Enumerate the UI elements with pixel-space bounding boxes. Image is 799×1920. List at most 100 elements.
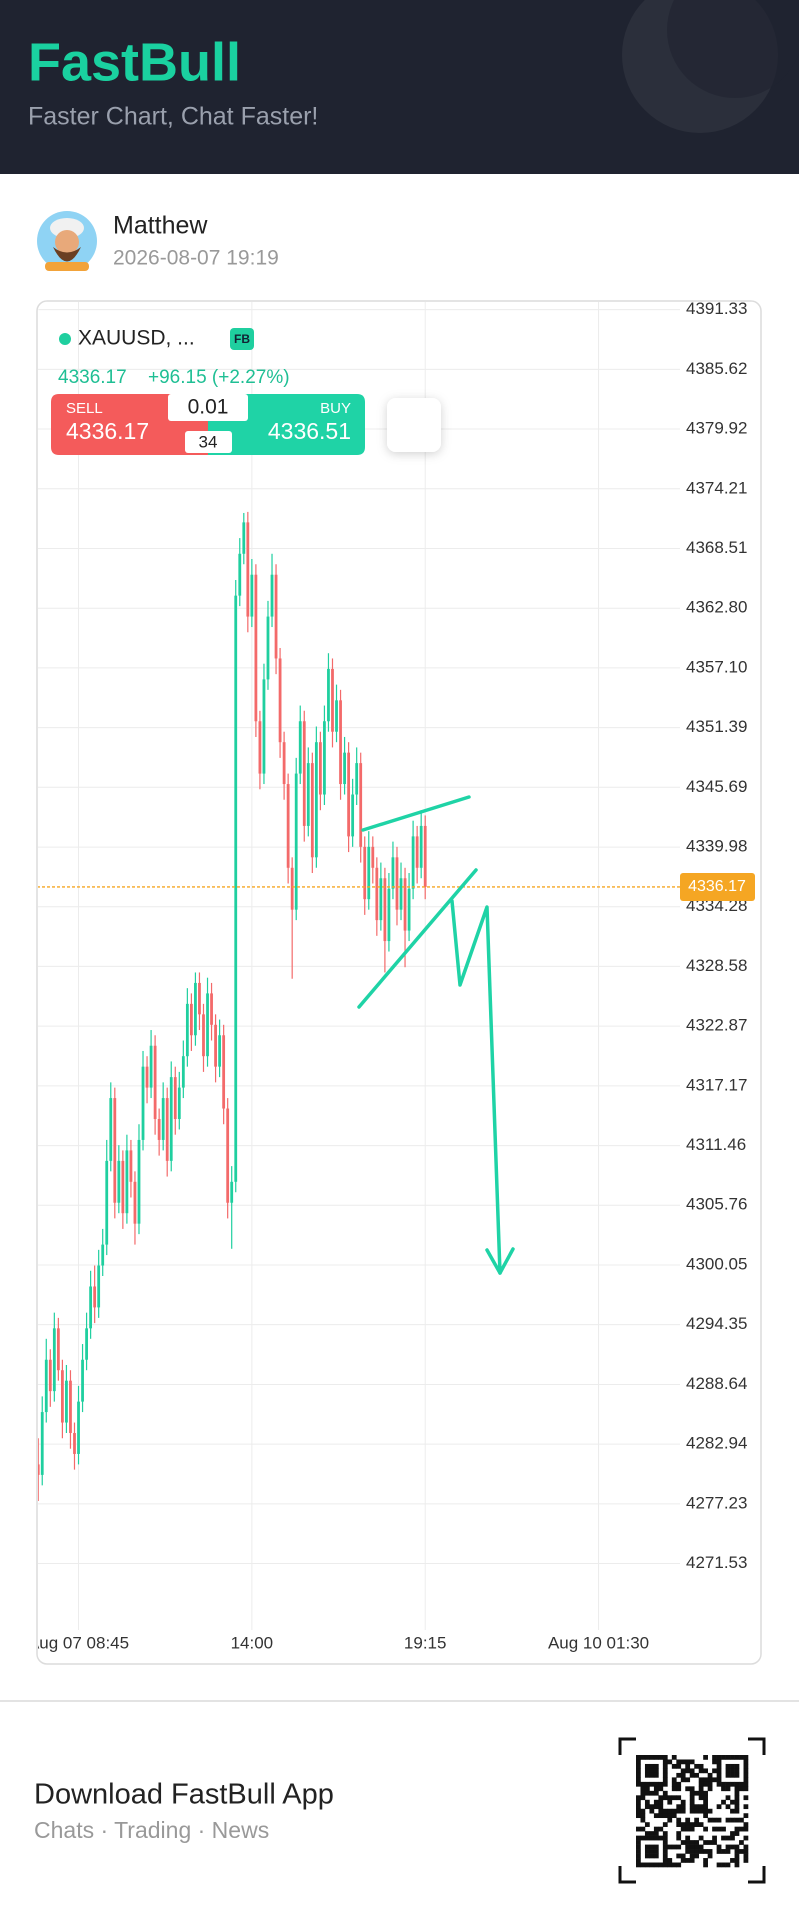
candle-body	[40, 1412, 44, 1475]
candle-body	[97, 1265, 101, 1308]
sell-label: SELL	[66, 400, 103, 417]
qr-module	[680, 1772, 686, 1778]
last-price-label: 4336.17	[688, 878, 746, 895]
qr-module	[725, 1862, 731, 1868]
qr-module	[716, 1862, 722, 1868]
qr-module	[734, 1790, 740, 1796]
qr-module	[725, 1835, 731, 1841]
candle-body	[351, 794, 355, 837]
qr-module	[707, 1781, 713, 1787]
y-tick-label: 4300.05	[686, 1254, 747, 1273]
qr-module	[743, 1768, 749, 1774]
qr-module	[712, 1759, 717, 1765]
qr-module	[644, 1781, 650, 1787]
qr-module	[703, 1795, 708, 1801]
qr-module	[743, 1826, 749, 1832]
qr-module	[725, 1804, 731, 1810]
qr-module	[658, 1835, 664, 1841]
qr-module	[725, 1817, 731, 1823]
qr-module	[644, 1862, 650, 1868]
candle-body	[81, 1359, 84, 1402]
qr-module	[703, 1840, 708, 1845]
spread: 34	[199, 432, 218, 451]
y-tick-label: 4282.94	[686, 1434, 747, 1453]
qr-module	[721, 1755, 726, 1760]
candle-body	[230, 1181, 234, 1203]
qr-module	[676, 1804, 682, 1810]
qr-module	[730, 1817, 735, 1823]
qr-module	[636, 1804, 641, 1810]
qr-module	[734, 1826, 740, 1832]
qr-module	[658, 1755, 664, 1760]
qr-module	[725, 1781, 731, 1787]
qr-module	[658, 1799, 664, 1805]
qr-module	[721, 1786, 726, 1792]
qr-module	[743, 1853, 749, 1859]
header-decoration	[667, 0, 799, 98]
candle-body	[73, 1433, 76, 1454]
candle-body	[149, 1045, 153, 1088]
candle-body	[335, 700, 338, 732]
qr-module	[712, 1777, 717, 1783]
qr-module	[653, 1862, 659, 1868]
qr-module	[676, 1763, 682, 1769]
qr-module	[662, 1777, 668, 1783]
qr-module	[689, 1759, 695, 1765]
qr-module	[716, 1844, 722, 1850]
quote-panel: XAUUSD, ... FB 4336.17 +96.15 (+2.27%) S…	[51, 327, 441, 455]
candle-body	[282, 742, 286, 785]
candle-body	[173, 1077, 177, 1120]
qr-module	[698, 1777, 704, 1783]
qr-module	[658, 1826, 664, 1832]
candle-body	[359, 763, 363, 847]
candle-body	[258, 721, 262, 774]
candle-body	[222, 1035, 226, 1109]
qr-module	[721, 1799, 726, 1805]
qr-module	[734, 1858, 740, 1863]
qr-module	[636, 1781, 641, 1787]
qr-module	[667, 1817, 673, 1823]
qr-module	[636, 1835, 641, 1841]
qr-module	[712, 1817, 717, 1823]
status-dot	[59, 333, 71, 345]
action-button[interactable]	[387, 398, 441, 452]
qr-module	[734, 1795, 740, 1801]
qr-module	[671, 1808, 677, 1814]
qr-module	[676, 1808, 682, 1814]
candle-body	[403, 878, 407, 931]
qr-module	[712, 1755, 717, 1760]
qr-module	[662, 1849, 668, 1854]
qr-module	[743, 1772, 749, 1778]
candle-body	[246, 522, 250, 617]
candle-body	[117, 1160, 121, 1203]
y-tick-label: 4328.58	[686, 956, 747, 975]
candle-body	[77, 1401, 80, 1454]
qr-module	[698, 1822, 704, 1827]
qr-module	[725, 1755, 731, 1760]
qr-module	[689, 1790, 695, 1796]
qr-module	[721, 1862, 726, 1868]
qr-module	[653, 1790, 659, 1796]
qr-module	[644, 1849, 650, 1854]
qr-module	[694, 1763, 700, 1769]
badge-text: FB	[234, 332, 250, 346]
qr-module	[689, 1799, 695, 1805]
qr-module	[640, 1813, 646, 1819]
qr-module	[644, 1790, 650, 1796]
footer-subtitle: Chats · Trading · News	[34, 1817, 269, 1843]
qr-module	[743, 1786, 749, 1792]
qr-module	[640, 1808, 646, 1814]
candle-body	[379, 878, 383, 921]
lot-input[interactable]	[168, 394, 248, 421]
candle-body	[339, 700, 342, 785]
qr-module	[698, 1835, 704, 1841]
qr-module	[694, 1844, 700, 1850]
qr-module	[653, 1755, 659, 1760]
qr-module	[743, 1755, 749, 1760]
qr-module	[730, 1763, 735, 1769]
qr-module	[698, 1781, 704, 1787]
qr-module	[649, 1772, 655, 1778]
qr-module	[649, 1862, 655, 1868]
buy-price: 4336.51	[268, 418, 351, 444]
qr-module	[649, 1755, 655, 1760]
